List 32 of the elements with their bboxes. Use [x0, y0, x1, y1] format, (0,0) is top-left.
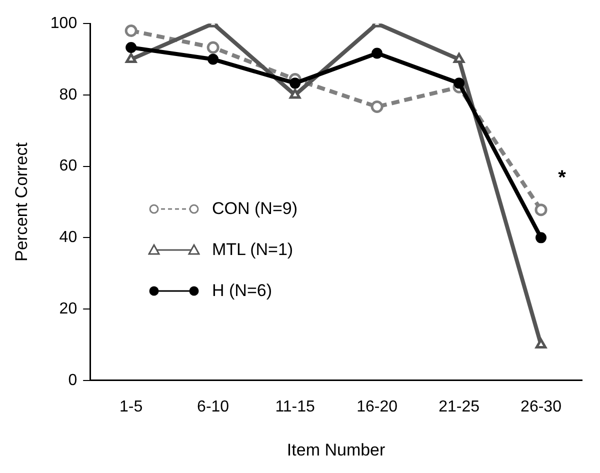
point: [206, 41, 220, 54]
x-tick-label: 26-30: [520, 398, 562, 416]
point: [453, 53, 465, 64]
point: [536, 232, 547, 244]
y-tick-label: 80: [59, 86, 78, 104]
y-tick-label: 0: [68, 372, 78, 389]
point: [535, 338, 547, 348]
x-tick-label: 21-25: [438, 398, 480, 416]
legend-label: MTL (N=1): [212, 240, 294, 260]
point: [208, 54, 219, 65]
legend-label: CON (N=9): [212, 198, 298, 218]
point: [290, 78, 301, 89]
x-tick-label: 1-5: [120, 398, 143, 416]
x-tick-label: 16-20: [356, 398, 398, 416]
y-tick-label: 60: [59, 158, 78, 175]
legend-label: H (N=6): [212, 280, 272, 300]
annotation: *: [558, 167, 566, 190]
x-tick-label: 6-10: [197, 398, 230, 416]
point: [454, 78, 465, 89]
point: [370, 100, 384, 113]
point: [126, 42, 137, 54]
x-tick-label: 11-15: [275, 398, 316, 416]
y-tick-label: 40: [59, 229, 78, 246]
y-tick-label: 100: [50, 15, 78, 32]
point: [124, 24, 138, 37]
point: [289, 88, 301, 99]
x-axis-title: Item Number: [286, 440, 386, 460]
point: [534, 204, 548, 216]
point: [372, 48, 383, 59]
y-axis-title: Percent Correct: [12, 142, 31, 262]
point: [126, 53, 137, 64]
y-tick-label: 20: [59, 300, 78, 318]
